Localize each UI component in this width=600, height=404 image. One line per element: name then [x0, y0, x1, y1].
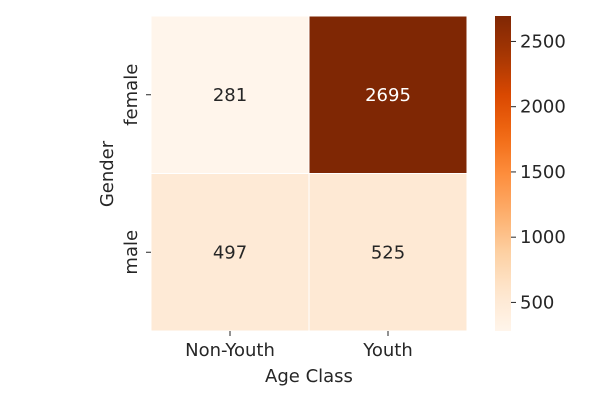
x-axis-title: Age Class: [265, 366, 353, 387]
x-tick-label: Non-Youth: [185, 340, 275, 361]
heatmap-cell-female-non-youth: [150, 15, 310, 174]
heatmap-cell-male-youth: [308, 173, 468, 332]
colorbar-scale: [495, 16, 511, 331]
colorbar-tick-label: 2000: [520, 97, 566, 118]
colorbar-tick-label: 1500: [520, 162, 566, 183]
heatmap-cell-female-youth: [308, 15, 468, 174]
x-tick-label: Youth: [362, 340, 413, 361]
y-tick-label: male: [121, 230, 142, 275]
colorbar-tick-label: 2500: [520, 31, 566, 52]
cell-value-label: 497: [213, 242, 247, 263]
colorbar: 500 1000 1500 2000 2500: [495, 16, 566, 331]
colorbar-tick-label: 1000: [520, 227, 566, 248]
heatmap-cell-labels: 281 2695 497 525: [213, 85, 411, 264]
y-tick-label: female: [121, 64, 142, 126]
y-axis-title: Gender: [97, 140, 118, 207]
colorbar-tick-label: 500: [520, 292, 554, 313]
cell-value-label: 281: [213, 85, 247, 106]
cell-value-label: 525: [371, 242, 405, 263]
heatmap-cells: [150, 15, 468, 332]
cell-value-label: 2695: [365, 85, 411, 106]
x-axis: Non-Youth Youth: [185, 331, 413, 361]
y-axis: female male: [121, 64, 151, 275]
heatmap-cell-male-non-youth: [150, 173, 310, 332]
